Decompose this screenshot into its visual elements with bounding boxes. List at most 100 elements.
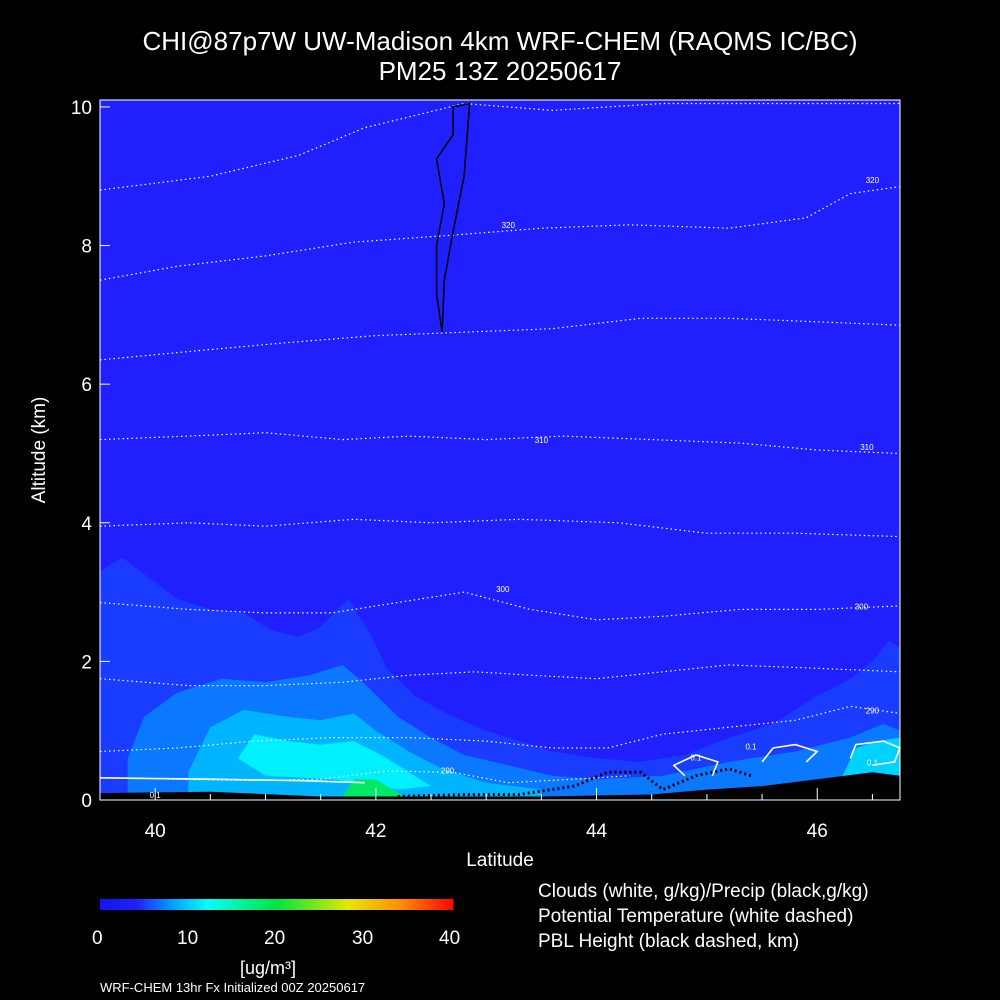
colorbar-segment [367,899,372,910]
cloud-contour [761,743,819,763]
colorbar-segment [208,899,213,910]
colorbar-segment [111,899,116,910]
colorbar-segment [214,899,219,910]
colorbar-segment [294,899,298,910]
colorbar-segment [158,899,163,910]
colorbar-segment [179,899,183,910]
colorbar-segment [423,899,428,910]
x-tick-label: 44 [586,821,608,842]
colorbar-segment [261,899,266,910]
colorbar-segment [361,899,366,910]
isentrope-line [99,705,901,753]
colorbar-segment [341,899,345,910]
cloud-contour [672,754,719,777]
colorbar-segment [305,899,310,910]
colorbar-segment [329,899,333,910]
colorbar-segment [355,899,360,910]
terrain-fill [100,772,900,800]
contour-label: 320 [866,176,880,185]
y-tick-label: 8 [81,237,92,258]
colorbar-segment [285,899,289,910]
precip-contour [435,102,471,333]
colorbar-segment [344,899,348,910]
colorbar-segment [444,899,448,910]
colorbar-segment [429,899,434,910]
colorbar-segment [152,899,157,910]
colorbar-segment [108,899,113,910]
colorbar-segment [241,899,245,910]
legend-pbl: PBL Height (black dashed, km) [538,931,800,952]
colorbar [100,899,454,910]
colorbar-segment [420,899,425,910]
pm25-contour-fill [237,734,431,790]
y-tick-label: 6 [81,375,92,396]
colorbar-segment [350,899,354,910]
legend-clouds: Clouds (white, g/kg)/Precip (black,g/kg) [538,881,869,902]
colorbar-segment [376,899,381,910]
colorbar-segment [138,899,142,910]
colorbar-segment [229,899,233,910]
colorbar-tick-label: 0 [92,928,103,949]
colorbar-segment [264,899,269,910]
colorbar-segment [382,899,386,910]
colorbar-segment [258,899,263,910]
colorbar-segment [232,899,236,910]
colorbar-segment [114,899,119,910]
colorbar-segment [135,899,139,910]
colorbar-segment [205,899,210,910]
colorbar-segment [117,899,122,910]
colorbar-segment [226,899,231,910]
isentrope-line [99,102,900,191]
colorbar-segment [347,899,351,910]
colorbar-segment [417,899,422,910]
contour-label: 0.1 [867,758,879,767]
colorbar-segment [450,899,454,910]
isentropes [99,102,901,784]
colorbar-segment [314,899,319,910]
colorbar-segment [432,899,436,910]
colorbar-segment [244,899,248,910]
colorbar-segment [370,899,375,910]
colorbar-tick-label: 40 [439,928,461,949]
colorbar-segment [182,899,186,910]
colorbar-segment [438,899,442,910]
terrain [100,772,900,800]
plot-frame [99,99,901,801]
y-tick-label: 10 [71,98,92,119]
contour-label: 0.1 [690,753,702,762]
colorbar-segment [191,899,195,910]
colorbar-segment [150,899,154,910]
colorbar-segment [408,899,413,910]
colorbar-segment [270,899,275,910]
colorbar-segment [441,899,445,910]
colorbar-segment [405,899,410,910]
plot-border [99,99,901,801]
isentrope-line [99,317,901,361]
colorbar-segment [414,899,419,910]
colorbar-segment [250,899,254,910]
colorbar-segment [397,899,401,910]
colorbar-segment [202,899,207,910]
cloud-contour [99,777,365,784]
colorbar-segment [235,899,239,910]
colorbar-segment [400,899,404,910]
colorbar-segment [326,899,331,910]
legend-potential-temp: Potential Temperature (white dashed) [538,906,854,927]
colorbar-segment [120,899,125,910]
y-tick-label: 2 [81,652,92,673]
chart-title: CHI@87p7W UW-Madison 4km WRF-CHEM (RAQMS… [142,26,858,56]
colorbar-segment [426,899,431,910]
colorbar-segment [411,899,416,910]
colorbar-segment [391,899,395,910]
x-axis-label: Latitude [466,850,534,871]
footer-note: WRF-CHEM 13hr Fx Initialized 00Z 2025061… [100,980,366,995]
x-tick-label: 46 [807,821,828,842]
colorbar-segment [141,899,145,910]
colorbar-segment [291,899,295,910]
colorbar-segment [144,899,148,910]
contour-label: 290 [866,706,880,715]
colorbar-segment [132,899,136,910]
